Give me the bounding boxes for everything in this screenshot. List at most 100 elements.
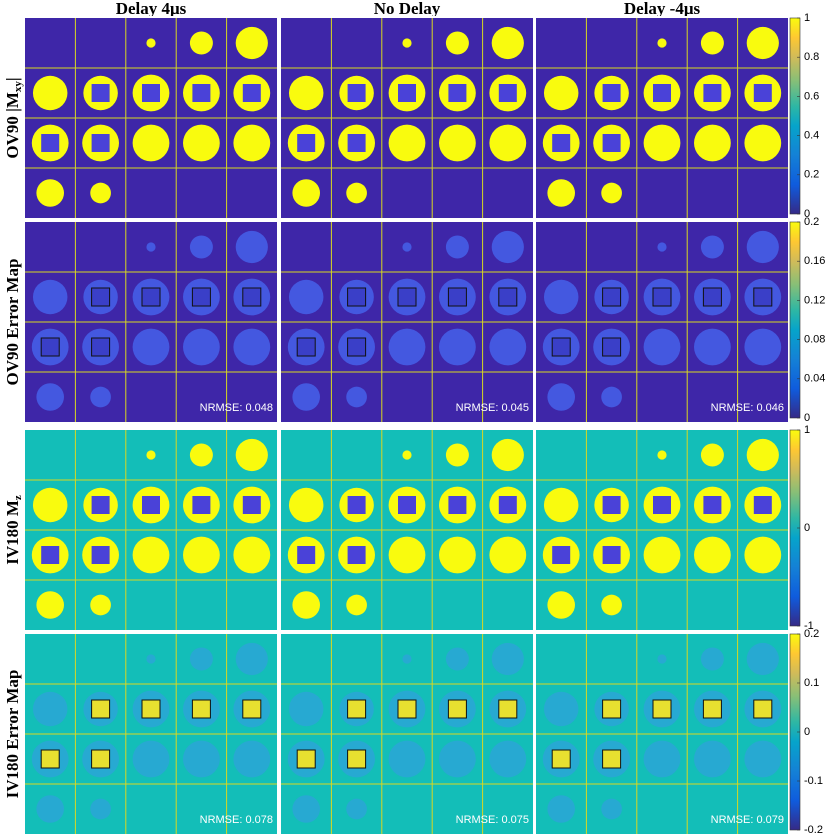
phantom-insert xyxy=(398,84,416,102)
phantom-insert xyxy=(41,546,60,564)
phantom-insert xyxy=(347,288,366,306)
phantom-insert xyxy=(653,496,671,514)
phantom xyxy=(32,487,68,523)
phantom xyxy=(288,487,324,523)
phantom-insert xyxy=(602,700,621,718)
nrmse-label: NRMSE: 0.046 xyxy=(711,402,784,414)
insert-edge xyxy=(602,337,622,357)
colorbar-tick-label: 0 xyxy=(804,726,810,738)
colorbar-tick-label: -0.2 xyxy=(804,824,823,836)
insert-edge xyxy=(602,287,622,307)
row-label-part: OV90 Error Map xyxy=(3,259,22,386)
phantom xyxy=(346,594,367,616)
phantom-insert xyxy=(552,134,571,152)
phantom-insert xyxy=(753,496,772,514)
phantom-insert xyxy=(753,84,772,102)
colorbar-tick-label: 1 xyxy=(804,12,810,24)
phantom xyxy=(601,798,622,820)
phantom-insert xyxy=(602,84,621,102)
phantom xyxy=(90,798,111,820)
phantom-insert xyxy=(91,134,110,152)
insert-edge xyxy=(753,699,773,719)
phantom-insert xyxy=(91,338,110,356)
phantom-insert xyxy=(347,546,366,564)
phantom-insert xyxy=(91,84,110,102)
phantom-insert xyxy=(242,496,261,514)
phantom xyxy=(233,124,271,162)
insert-edge xyxy=(602,699,622,719)
phantom xyxy=(32,75,68,111)
phantom xyxy=(700,235,724,259)
phantom-insert xyxy=(703,84,722,102)
phantom xyxy=(32,279,68,315)
phantom xyxy=(90,182,111,204)
phantom xyxy=(543,487,579,523)
nrmse-label: NRMSE: 0.048 xyxy=(200,402,273,414)
phantom-insert xyxy=(91,496,110,514)
phantom-insert xyxy=(91,546,110,564)
phantom xyxy=(189,443,213,467)
insert-edge xyxy=(91,287,111,307)
phantom xyxy=(235,642,268,676)
phantom-insert xyxy=(398,496,416,514)
phantom-insert xyxy=(41,750,60,768)
phantom-insert xyxy=(448,700,467,718)
phantom xyxy=(146,654,156,664)
row-label-part: IV180 M xyxy=(3,500,22,565)
phantom xyxy=(233,740,271,778)
insert-edge xyxy=(191,699,211,719)
phantom xyxy=(439,124,476,162)
phantom xyxy=(146,242,156,252)
phantom-insert xyxy=(242,700,261,718)
colorbar-tick-label: 0.1 xyxy=(804,677,819,689)
phantom xyxy=(491,438,524,472)
phantom xyxy=(439,328,476,366)
phantom xyxy=(601,386,622,408)
phantom xyxy=(402,654,412,664)
colorbar-tick-label: 0 xyxy=(804,522,810,534)
phantom xyxy=(36,179,64,207)
insert-edge xyxy=(242,287,262,307)
phantom xyxy=(657,38,667,48)
insert-edge xyxy=(498,287,518,307)
phantom-insert xyxy=(347,496,366,514)
phantom xyxy=(694,328,731,366)
row-label-part: z xyxy=(12,495,24,500)
phantom-insert xyxy=(398,288,416,306)
phantom-insert xyxy=(498,496,517,514)
insert-edge xyxy=(652,699,672,719)
insert-edge xyxy=(652,287,672,307)
phantom xyxy=(388,328,426,366)
phantom-insert xyxy=(448,496,467,514)
colorbar-tick-label: 0.6 xyxy=(804,90,819,102)
phantom xyxy=(90,386,111,408)
phantom xyxy=(543,75,579,111)
phantom xyxy=(657,450,667,460)
phantom-insert xyxy=(602,338,621,356)
colorbar-tick-label: 0.2 xyxy=(804,628,819,640)
phantom-insert xyxy=(192,288,211,306)
phantom xyxy=(189,31,213,55)
colorbar-tick-label: -1 xyxy=(804,620,814,632)
row-label-part: xy xyxy=(12,81,24,93)
row-label-part: | xyxy=(3,77,22,81)
phantom-insert xyxy=(192,700,211,718)
phantom-insert xyxy=(552,338,571,356)
colorbar-tick-label: 0.4 xyxy=(804,130,819,142)
phantom-insert xyxy=(602,546,621,564)
phantom xyxy=(36,795,64,823)
phantom xyxy=(643,124,681,162)
phantom-insert xyxy=(448,84,467,102)
phantom xyxy=(491,26,524,60)
phantom-insert xyxy=(753,700,772,718)
phantom-insert xyxy=(498,700,517,718)
insert-edge xyxy=(296,749,316,769)
phantom xyxy=(547,179,575,207)
phantom-insert xyxy=(552,750,571,768)
phantom-insert xyxy=(653,288,671,306)
insert-edge xyxy=(702,699,722,719)
column-title: No Delay xyxy=(374,0,441,18)
phantom-insert xyxy=(297,134,316,152)
phantom xyxy=(183,124,220,162)
